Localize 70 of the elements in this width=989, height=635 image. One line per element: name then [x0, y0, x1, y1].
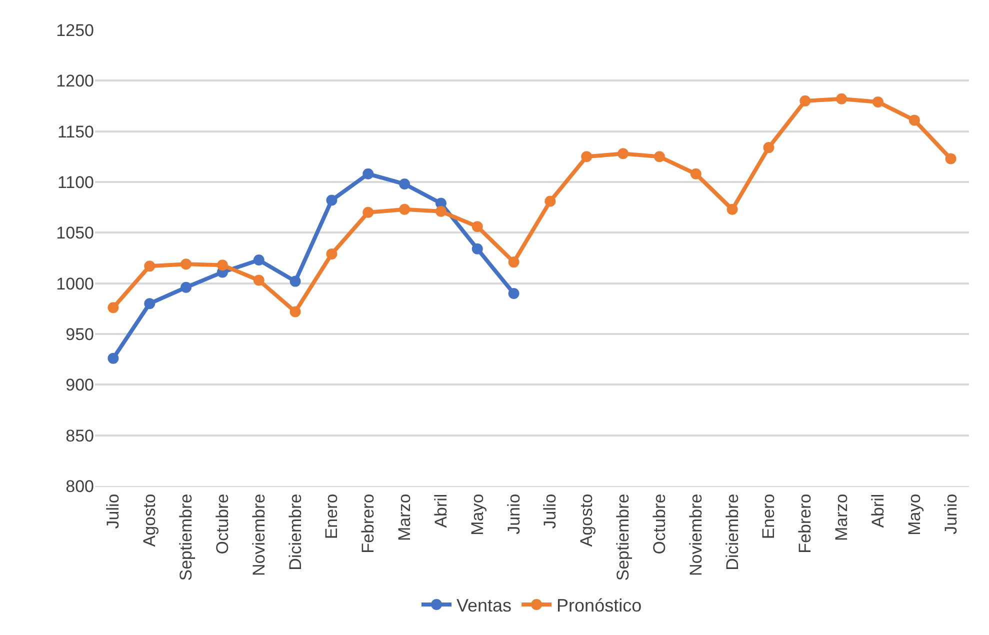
x-tick-label: Octubre — [650, 494, 669, 554]
point — [435, 206, 446, 217]
legend-label: Pronóstico — [556, 596, 642, 616]
point — [290, 306, 301, 318]
y-tick-label: 850 — [66, 426, 94, 446]
point — [326, 194, 338, 206]
point — [399, 178, 410, 190]
x-tick-label: Agosto — [140, 494, 160, 547]
point — [216, 260, 228, 271]
point — [872, 96, 884, 108]
x-tick-label: Marzo — [395, 494, 414, 542]
y-tick-label: 1000 — [56, 274, 94, 294]
x-tick-label: Octubre — [212, 494, 232, 554]
point — [326, 248, 338, 260]
point — [144, 260, 156, 272]
x-tick-label: Diciembre — [286, 494, 305, 570]
point — [290, 276, 301, 287]
x-tick-label: Junio — [504, 494, 524, 534]
point — [945, 153, 956, 164]
y-tick-label: 1150 — [57, 122, 94, 142]
x-tick-label: Septiembre — [176, 494, 196, 581]
point — [654, 151, 665, 162]
point — [581, 151, 592, 162]
x-tick-label: Julio — [104, 494, 123, 529]
y-tick-label: 1100 — [57, 172, 94, 192]
x-tick-label: Enero — [322, 494, 342, 540]
point — [800, 95, 811, 106]
x-tick-label: Agosto — [577, 494, 596, 547]
x-tick-label: Enero — [759, 494, 778, 540]
y-tick-label: 1200 — [56, 72, 94, 91]
point — [690, 168, 702, 180]
y-tick-label: 900 — [66, 376, 94, 395]
point — [253, 274, 264, 286]
point — [253, 254, 264, 266]
point — [399, 204, 410, 215]
x-tick-label: Febrero — [358, 494, 378, 554]
point — [362, 206, 374, 218]
y-tick-label: 950 — [66, 324, 94, 344]
x-tick-label: Diciembre — [722, 494, 742, 570]
x-tick-label: Noviembre — [249, 494, 268, 576]
point — [508, 256, 520, 268]
legend-label: Ventas — [456, 596, 512, 616]
point — [362, 168, 374, 180]
point — [108, 302, 119, 314]
x-tick-label: Abril — [431, 494, 450, 528]
point — [618, 148, 629, 160]
point — [180, 258, 192, 270]
point — [726, 204, 738, 215]
point — [763, 142, 774, 154]
point — [472, 221, 483, 232]
point — [836, 93, 848, 104]
x-tick-label: Mayo — [468, 494, 487, 536]
y-tick-label: 800 — [66, 476, 94, 496]
point — [180, 282, 192, 293]
x-tick-label: Mayo — [904, 494, 924, 536]
point — [472, 243, 483, 254]
x-tick-label: Febrero — [796, 494, 815, 554]
x-tick-label: Noviembre — [686, 494, 706, 576]
y-tick-label: 1250 — [56, 20, 94, 40]
point — [144, 298, 156, 310]
x-tick-label: Junio — [941, 494, 960, 534]
point — [508, 288, 520, 299]
x-tick-label: Marzo — [832, 494, 852, 542]
x-tick-label: Julio — [540, 494, 560, 529]
x-tick-label: Septiembre — [614, 494, 633, 581]
point — [908, 114, 920, 126]
point — [108, 352, 119, 364]
y-tick-label: 1050 — [56, 224, 94, 243]
point — [544, 196, 556, 207]
x-tick-label: Abril — [868, 494, 888, 528]
